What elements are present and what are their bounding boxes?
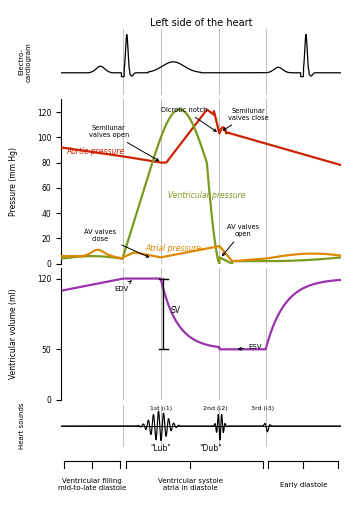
Y-axis label: Electro-
cardiogram: Electro- cardiogram (18, 42, 32, 82)
Text: Early diastole: Early diastole (280, 482, 327, 487)
Text: AV valves
close: AV valves close (84, 229, 149, 257)
Text: Aortic pressure: Aortic pressure (67, 147, 125, 156)
Text: 1st (ₜ1): 1st (ₜ1) (149, 406, 172, 411)
Title: Left side of the heart: Left side of the heart (150, 18, 252, 28)
Text: Ventricular pressure: Ventricular pressure (168, 191, 245, 200)
Y-axis label: Ventricular volume (ml): Ventricular volume (ml) (9, 289, 18, 379)
Text: Ventricular filling
mid-to-late diastole: Ventricular filling mid-to-late diastole (58, 478, 126, 491)
Text: SV: SV (170, 306, 181, 315)
Text: "Dub": "Dub" (200, 444, 222, 453)
Text: Semilunar
valves close: Semilunar valves close (223, 108, 269, 130)
Text: AV valves
open: AV valves open (223, 224, 259, 256)
Text: Dicrotic notch: Dicrotic notch (161, 107, 216, 131)
Text: 2nd (ₜ2): 2nd (ₜ2) (203, 406, 228, 411)
Text: Atrial pressure: Atrial pressure (145, 244, 201, 253)
Text: "Lub": "Lub" (150, 444, 171, 453)
Text: EDV: EDV (114, 281, 131, 292)
Text: Ventricular systole
atria in diastole: Ventricular systole atria in diastole (158, 478, 223, 491)
Text: 3rd (ₜ3): 3rd (ₜ3) (251, 406, 274, 411)
Y-axis label: Heart sounds: Heart sounds (19, 403, 25, 449)
Y-axis label: Pressure (mm Hg): Pressure (mm Hg) (9, 147, 18, 216)
Text: Semilunar
valves open: Semilunar valves open (89, 125, 159, 161)
Text: ESV: ESV (239, 344, 262, 350)
